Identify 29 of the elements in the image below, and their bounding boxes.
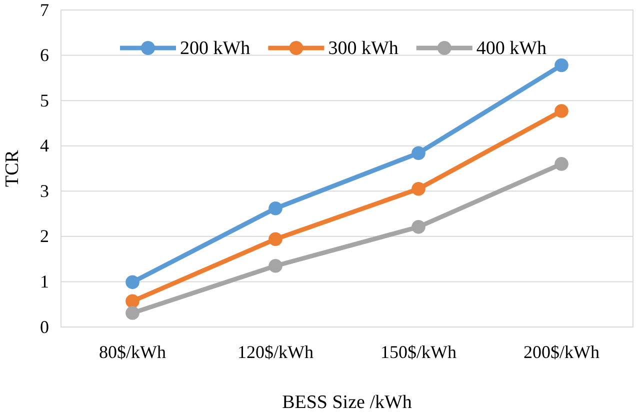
point (554, 157, 568, 171)
point (268, 258, 282, 273)
point (268, 232, 282, 246)
y-tick-label: 0 (40, 316, 49, 337)
y-axis-title: TCR (2, 150, 23, 187)
y-tick-label: 6 (40, 45, 49, 66)
y-tick-label: 3 (40, 180, 49, 201)
point (412, 146, 426, 160)
x-tick-label: 80$/kWh (99, 342, 166, 362)
x-axis-title: BESS Size /kWh (282, 392, 412, 413)
x-tick-label: 200$/kWh (524, 342, 600, 362)
legend-label: 400 kWh (476, 38, 548, 59)
y-tick-label: 4 (40, 136, 49, 156)
point (268, 201, 282, 216)
point (126, 294, 140, 308)
x-tick-label: 150$/kWh (380, 342, 456, 362)
point (554, 104, 568, 118)
point (554, 58, 568, 72)
legend-label: 300 kWh (328, 38, 399, 59)
y-tick-label: 7 (40, 0, 49, 20)
point (126, 306, 140, 320)
point (126, 275, 140, 290)
y-tick-label: 2 (40, 226, 49, 246)
y-tick-label: 1 (40, 271, 49, 292)
legend-label: 200 kWh (180, 38, 251, 59)
y-tick-label: 5 (40, 90, 49, 110)
x-tick-label: 120$/kWh (238, 342, 314, 362)
point (412, 220, 426, 234)
point (412, 182, 426, 196)
